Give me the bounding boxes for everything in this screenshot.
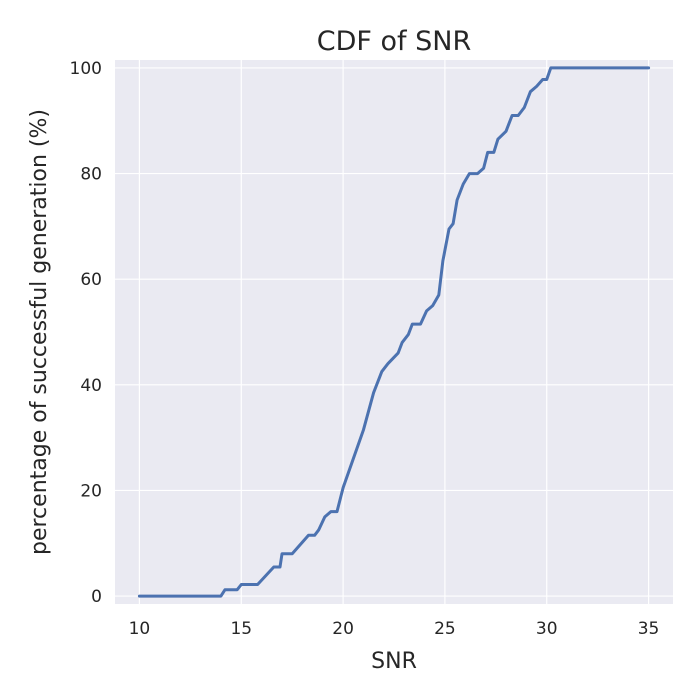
x-axis-ticks: 10 15 20 25 30 35: [129, 619, 660, 639]
y-axis-label: percentage of successful generation (%): [27, 109, 52, 555]
x-tick-label: 35: [638, 619, 660, 639]
x-tick-label: 10: [129, 619, 151, 639]
y-tick-label: 0: [91, 587, 102, 607]
y-tick-label: 80: [80, 165, 102, 185]
x-axis-label: SNR: [371, 649, 417, 674]
cdf-series-line: [137, 66, 651, 598]
y-axis-ticks: 0 20 40 60 80 100: [70, 59, 102, 607]
x-tick-label: 30: [536, 619, 558, 639]
y-tick-label: 20: [80, 481, 102, 501]
x-tick-label: 20: [332, 619, 354, 639]
series-layer: [137, 66, 651, 598]
plot-area: [115, 60, 673, 604]
y-tick-label: 100: [70, 59, 102, 79]
y-tick-label: 60: [80, 270, 102, 290]
chart-title: CDF of SNR: [317, 26, 471, 57]
x-tick-label: 25: [434, 619, 456, 639]
grid: [115, 60, 673, 604]
x-tick-label: 15: [230, 619, 252, 639]
y-tick-label: 40: [80, 376, 102, 396]
